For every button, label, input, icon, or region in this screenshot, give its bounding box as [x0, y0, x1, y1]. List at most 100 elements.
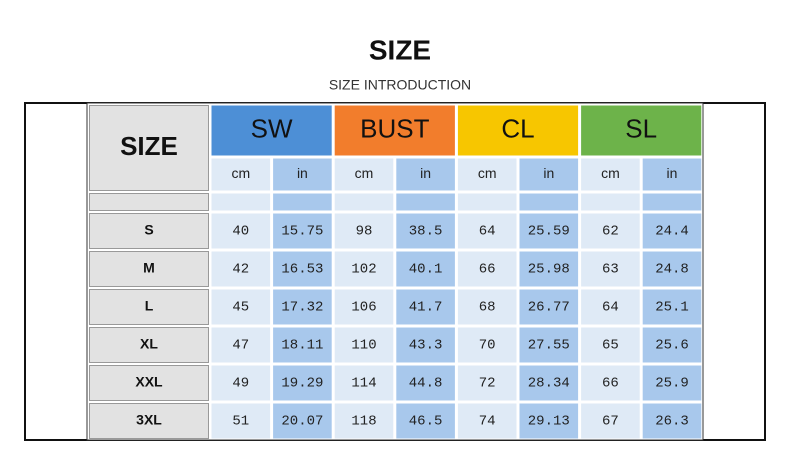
value-cell	[519, 251, 579, 287]
group-header: CL	[501, 113, 534, 143]
value-cell	[211, 403, 271, 439]
value-cell	[581, 403, 640, 439]
unit-label: cm	[355, 165, 374, 181]
value-cell	[457, 213, 517, 249]
group-header: BUST	[360, 113, 429, 143]
empty-cell	[457, 193, 517, 211]
size-label: M	[143, 260, 155, 276]
value: 106	[351, 300, 376, 316]
unit-label: cm	[601, 165, 620, 181]
empty-cell	[519, 193, 579, 211]
value: 72	[479, 376, 496, 392]
value: 74	[479, 414, 496, 430]
value-cell	[457, 365, 517, 401]
value: 25.59	[528, 224, 570, 240]
value-cell	[581, 251, 640, 287]
unit-label: in	[297, 165, 308, 181]
value: 25.9	[655, 376, 689, 392]
size-cell	[89, 327, 209, 363]
value: 18.11	[281, 338, 323, 354]
value: 27.55	[528, 338, 570, 354]
value-cell	[334, 327, 394, 363]
empty-cell	[273, 193, 332, 211]
group-header-cell	[211, 105, 332, 156]
group-header: SW	[251, 113, 293, 143]
value: 20.07	[281, 414, 323, 430]
value: 44.8	[409, 376, 443, 392]
value-cell	[211, 365, 271, 401]
value-cell	[211, 251, 271, 287]
group-header: SL	[625, 113, 657, 143]
value: 49	[232, 376, 249, 392]
size-label: 3XL	[136, 412, 162, 428]
value: 66	[479, 262, 496, 278]
group-header-cell	[334, 105, 455, 156]
size-label: XXL	[135, 374, 163, 390]
empty-cell	[334, 193, 394, 211]
subtitle: SIZE INTRODUCTION	[329, 77, 471, 93]
value-cell	[334, 403, 394, 439]
unit-cell	[581, 158, 640, 191]
value: 43.3	[409, 338, 443, 354]
unit-cell	[396, 158, 455, 191]
size-label: S	[144, 222, 153, 238]
unit-cell	[273, 158, 332, 191]
value: 118	[351, 414, 376, 430]
value: 38.5	[409, 224, 443, 240]
size-label: L	[145, 298, 154, 314]
value: 16.53	[281, 262, 323, 278]
value-cell	[273, 327, 332, 363]
value: 25.6	[655, 338, 689, 354]
value: 64	[602, 300, 619, 316]
size-cell	[89, 251, 209, 287]
value: 26.3	[655, 414, 689, 430]
unit-cell	[457, 158, 517, 191]
value-cell	[334, 251, 394, 287]
value: 28.34	[528, 376, 570, 392]
value: 25.98	[528, 262, 570, 278]
size-header-cell	[89, 105, 209, 191]
unit-cell	[519, 158, 579, 191]
value: 51	[232, 414, 249, 430]
value-cell	[273, 365, 332, 401]
value-cell	[519, 289, 579, 325]
empty-cell	[581, 193, 640, 211]
value-cell	[457, 289, 517, 325]
empty-cell	[89, 193, 209, 211]
value-cell	[581, 327, 640, 363]
value: 64	[479, 224, 496, 240]
value: 63	[602, 262, 619, 278]
value-cell	[642, 327, 702, 363]
value-cell	[334, 289, 394, 325]
value: 41.7	[409, 300, 443, 316]
value-cell	[273, 251, 332, 287]
value-cell	[519, 213, 579, 249]
group-header-cell	[581, 105, 702, 156]
value-cell	[211, 213, 271, 249]
value: 29.13	[528, 414, 570, 430]
value-cell	[273, 403, 332, 439]
value: 42	[232, 262, 249, 278]
value: 66	[602, 376, 619, 392]
value-cell	[642, 365, 702, 401]
title: SIZE	[369, 34, 431, 65]
unit-label: cm	[231, 165, 250, 181]
value: 26.77	[528, 300, 570, 316]
value-cell	[457, 403, 517, 439]
value: 114	[351, 376, 376, 392]
value: 45	[232, 300, 249, 316]
value: 62	[602, 224, 619, 240]
value: 67	[602, 414, 619, 430]
value-cell	[642, 289, 702, 325]
value-cell	[642, 213, 702, 249]
value-cell	[396, 213, 455, 249]
group-header-cell	[457, 105, 579, 156]
unit-label: in	[667, 165, 678, 181]
value: 24.8	[655, 262, 689, 278]
value: 70	[479, 338, 496, 354]
value-cell	[334, 213, 394, 249]
value-cell	[396, 251, 455, 287]
value-cell	[396, 403, 455, 439]
